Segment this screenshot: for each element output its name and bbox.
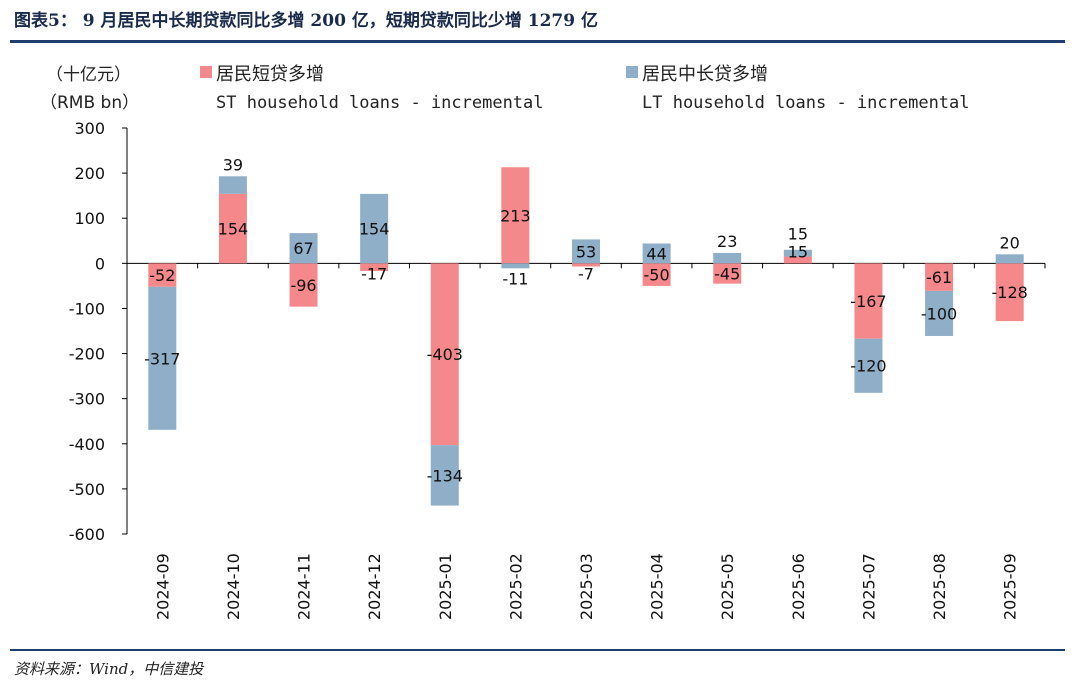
y-tick-label: -300	[69, 390, 105, 409]
data-label-lt: 53	[576, 242, 596, 261]
bar-lt	[289, 233, 318, 264]
data-label-lt: -100	[921, 304, 957, 323]
bar-lt	[713, 252, 742, 264]
data-label-st: 213	[500, 206, 531, 225]
bar-st	[430, 263, 459, 446]
data-label-st: -17	[361, 264, 387, 283]
bar-st	[572, 263, 600, 267]
bar-lt	[572, 239, 600, 264]
x-tick-label: 2025-05	[718, 553, 737, 620]
data-label-lt: 20	[1000, 233, 1020, 252]
legend-swatch-lt	[626, 66, 638, 78]
bar-st	[854, 263, 883, 339]
x-tick-label: 2025-04	[648, 553, 667, 620]
data-label-st: -128	[992, 283, 1028, 302]
x-tick-label: 2025-02	[506, 553, 525, 620]
data-label-st: 154	[218, 220, 249, 239]
bar-st	[360, 263, 389, 272]
data-label-st: -96	[290, 276, 316, 295]
x-tick-label: 2024-09	[153, 553, 172, 620]
data-label-lt: 44	[646, 244, 666, 263]
data-label-lt: 23	[717, 232, 737, 251]
bar-st	[995, 263, 1024, 322]
data-label-lt: -134	[427, 466, 463, 485]
data-label-st: -403	[427, 345, 463, 364]
bar-lt	[501, 263, 530, 269]
bar-st	[218, 193, 247, 264]
x-tick-label: 2025-07	[859, 553, 878, 620]
data-label-st: -52	[149, 266, 175, 285]
chart-title: 图表5： 9 月居民中长期贷款同比多增 200 亿，短期贷款同比少增 1279 …	[14, 11, 598, 31]
y-tick-label: 300	[74, 119, 105, 138]
bar-st	[501, 167, 530, 264]
legend-label-st-cn: 居民短贷多增	[216, 64, 324, 85]
x-tick-label: 2024-11	[295, 553, 314, 620]
x-tick-label: 2025-09	[1001, 553, 1020, 620]
x-tick-label: 2024-10	[224, 553, 243, 620]
title-rule	[10, 40, 1065, 43]
bar-lt	[642, 243, 671, 264]
source-note: 资料来源：Wind，中信建投	[14, 660, 204, 678]
bar-st	[713, 263, 742, 284]
y-tick-label: -200	[69, 345, 105, 364]
data-label-st: -7	[578, 264, 594, 283]
bar-lt	[854, 338, 883, 393]
bar-lt	[360, 193, 389, 264]
legend-label-st-en: ST household loans - incremental	[216, 93, 544, 113]
bar-lt	[430, 445, 459, 506]
data-label-st: -45	[714, 264, 740, 283]
data-label-st: 15	[788, 242, 808, 261]
data-label-lt: -11	[502, 269, 528, 288]
y-tick-label: 200	[74, 164, 105, 183]
x-tick-label: 2025-06	[789, 553, 808, 620]
bar-lt	[218, 176, 247, 194]
data-label-lt: 39	[223, 155, 243, 174]
y-tick-label: 100	[74, 209, 105, 228]
x-tick-label: 2025-01	[436, 553, 455, 620]
data-label-st: -167	[850, 292, 886, 311]
data-label-st: -50	[644, 266, 670, 285]
unit-label-cn: （十亿元）	[46, 65, 131, 85]
x-tick-label: 2024-12	[365, 553, 384, 620]
bar-st	[289, 263, 318, 307]
x-tick-label: 2025-08	[930, 553, 949, 620]
bar-lt	[148, 286, 177, 430]
data-label-st: -61	[926, 268, 952, 287]
data-label-lt: 15	[788, 224, 808, 243]
legend-swatch-st	[200, 66, 212, 78]
bar-lt	[925, 290, 954, 336]
bar-lt	[995, 254, 1024, 264]
data-label-lt: 154	[359, 220, 390, 239]
footer-rule	[10, 649, 1065, 651]
data-label-lt: -317	[144, 349, 180, 368]
y-tick-label: -500	[69, 480, 105, 499]
legend-label-lt-cn: 居民中长贷多增	[642, 64, 768, 85]
y-tick-label: -600	[69, 525, 105, 544]
bar-st	[783, 256, 812, 264]
bar-st	[642, 263, 671, 286]
x-tick-label: 2025-03	[577, 553, 596, 620]
y-tick-label: 0	[95, 254, 105, 273]
bar-st	[925, 263, 954, 291]
legend-label-lt-en: LT household loans - incremental	[642, 93, 970, 113]
bar-lt	[783, 249, 812, 257]
bar-st	[148, 263, 177, 287]
unit-label-en: （RMB bn）	[40, 93, 139, 113]
data-label-lt: 67	[293, 239, 313, 258]
y-tick-label: -400	[69, 435, 105, 454]
stacked-bar-chart: （十亿元） （RMB bn） 居民短贷多增 ST household loans…	[40, 64, 1046, 620]
data-label-lt: -120	[850, 357, 886, 376]
y-tick-label: -100	[69, 299, 105, 318]
